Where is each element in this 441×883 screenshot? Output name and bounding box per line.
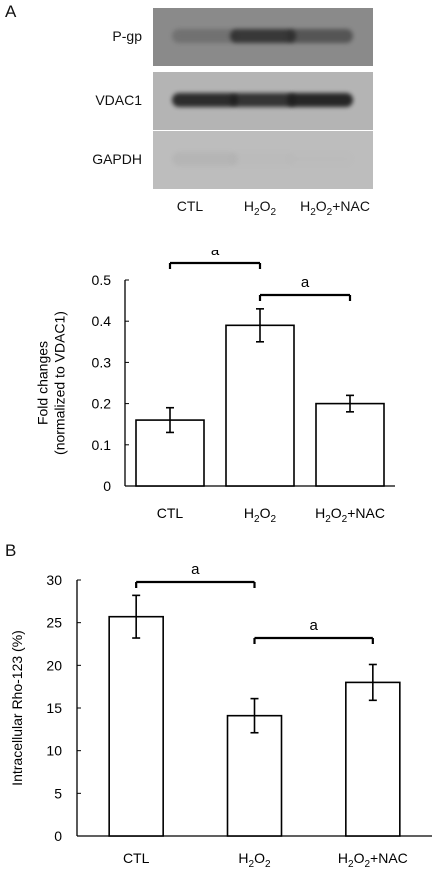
blot-lane-label: H2O2 [243,198,277,218]
y-tick-label: 0.5 [92,272,112,288]
x-tick-label: H2​O2​ [238,850,271,870]
y-tick-label: 0.1 [92,437,112,453]
error-bar [346,394,354,413]
y-tick-label: 0.3 [92,354,112,370]
bar-chart-fold-changes: 0 0.1 0.2 0.3 0.4 0.5 Fold changes (normalized … [35,250,395,525]
blot-row-label: VDAC1 [95,92,142,108]
y-tick-label: 0.2 [92,396,112,412]
y-axis-label: (normalized to VDAC1) [52,311,68,455]
significance-label: a [211,250,220,259]
bar-ctl [108,615,164,837]
blot-strip-vdac1 [153,72,373,130]
y-tick-label: 0 [103,478,111,494]
bar-h2o2-nac [315,402,385,487]
significance-bracket [253,636,374,644]
error-bar [166,406,174,434]
y-tick-label: 10 [46,743,62,759]
blot-band [172,152,238,166]
y-tick-label: 0 [54,828,62,844]
significance-label: a [309,617,318,634]
bar-chart-rho123: 0 5 10 15 20 25 30 Intracellular Rho-123 (%) CTL… [9,561,432,870]
error-bar [256,308,264,343]
blot-band [172,93,238,107]
blot-row-label: P-gp [112,28,142,44]
y-tick-label: 20 [46,657,62,673]
y-tick-label: 5 [54,785,62,801]
panel-a-letter: A [5,2,17,21]
x-tick-label: CTL [123,850,150,866]
blot-band [230,29,296,43]
y-axis-label: Intracellular Rho-123 (%) [9,630,25,786]
y-axis-label: Fold changes [35,341,51,425]
significance-bracket [258,293,352,301]
x-tick-label: H2​O2​ [244,505,277,525]
panel-b-letter: B [5,541,17,560]
blot-strip-gapdh [153,131,373,189]
y-tick-label: 0.4 [92,313,112,329]
blot-strip-p-gp [153,8,373,66]
blot-row-label: GAPDH [92,151,142,167]
blot-band [172,29,238,43]
blot-band [287,29,353,43]
bar-h2o2-nac [345,681,401,837]
bar-h2o2 [225,324,295,487]
x-tick-label: CTL [157,505,184,521]
blot-band [287,152,353,166]
blot-band [287,93,353,107]
significance-label: a [301,274,310,291]
error-bar [250,697,259,734]
error-bar [132,594,141,639]
x-tick-label: H2​O2​+NAC [338,850,408,870]
y-tick-label: 15 [46,700,62,716]
significance-label: a [191,561,200,578]
blot-band [230,93,296,107]
bar-h2o2 [226,714,283,837]
y-tick-label: 25 [46,615,62,631]
x-tick-label: H2​O2​+NAC [315,505,385,525]
blot-lane-label: CTL [176,198,204,214]
blot-lane-label: H2O2+NAC [300,198,370,218]
significance-bracket [135,580,256,588]
y-tick-label: 30 [46,572,62,588]
significance-bracket [168,261,262,269]
error-bar [368,663,377,702]
